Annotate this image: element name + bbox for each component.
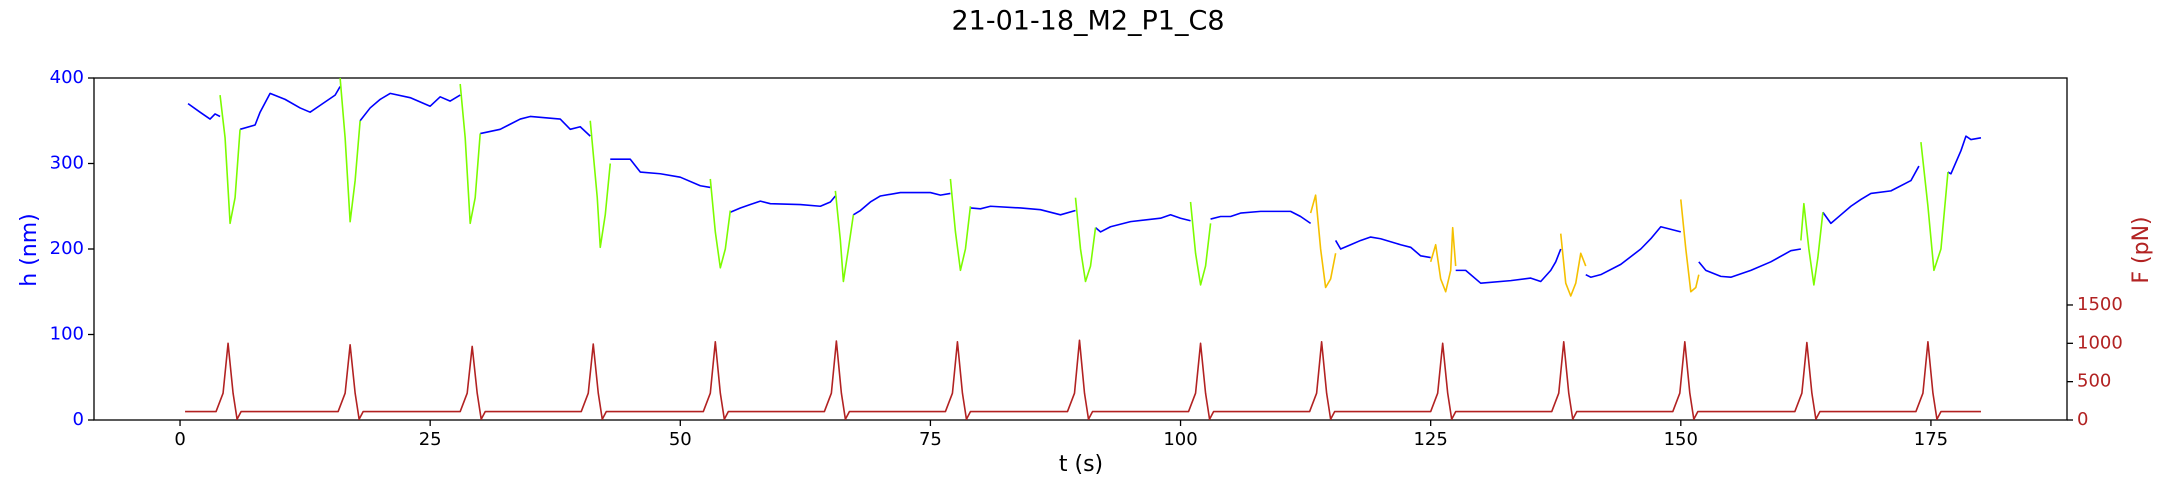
x-tick-label: 175 <box>1914 429 1948 450</box>
y2-tick-label: 1000 <box>2077 332 2123 353</box>
y2-tick-label: 0 <box>2077 409 2088 430</box>
y-tick-label: 300 <box>50 153 84 174</box>
x-tick-label: 25 <box>419 429 442 450</box>
y-tick-label: 100 <box>50 324 84 345</box>
y-tick-label: 200 <box>50 238 84 259</box>
x-tick-label: 125 <box>1413 429 1447 450</box>
data-line <box>219 77 1949 286</box>
data-line <box>1309 194 1700 297</box>
data-line <box>185 339 1981 421</box>
y2-axis-label: F (pN) <box>2129 216 2154 283</box>
x-tick-label: 50 <box>669 429 692 450</box>
x-tick-label: 100 <box>1163 429 1197 450</box>
x-tick-label: 150 <box>1664 429 1698 450</box>
y2-tick-label: 500 <box>2077 371 2111 392</box>
y2-tick-label: 1500 <box>2077 294 2123 315</box>
x-tick-label: 75 <box>919 429 942 450</box>
y-axis-label: h (nm) <box>17 213 42 286</box>
y-tick-label: 400 <box>50 67 84 88</box>
y-tick-label: 0 <box>73 409 84 430</box>
x-tick-label: 0 <box>174 429 185 450</box>
data-line <box>187 86 1982 284</box>
chart-title: 21-01-18_M2_P1_C8 <box>951 6 1224 37</box>
x-axis-label: t (s) <box>1059 452 1103 477</box>
